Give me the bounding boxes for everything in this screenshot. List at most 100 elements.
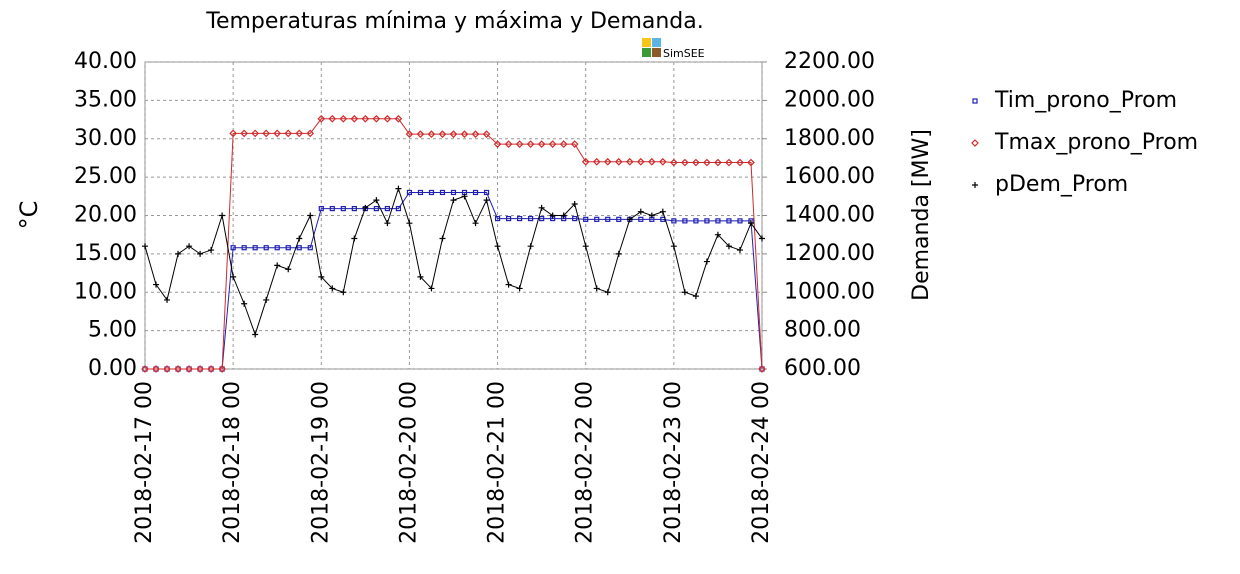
data-point xyxy=(218,365,226,373)
legend-marker xyxy=(972,98,978,104)
data-point xyxy=(647,157,656,166)
x-tick-label: 2018-02-20 00 xyxy=(396,381,421,544)
data-point xyxy=(428,285,435,292)
data-point xyxy=(704,218,710,224)
data-point xyxy=(671,218,677,224)
logo xyxy=(642,38,651,47)
data-point xyxy=(229,129,237,138)
data-point xyxy=(439,235,446,242)
data-point xyxy=(583,216,589,222)
data-point xyxy=(638,216,644,222)
data-point xyxy=(196,365,204,373)
y2-tick-label: 1200.00 xyxy=(784,241,875,266)
data-point xyxy=(747,220,754,227)
legend-label: pDem_Prom xyxy=(995,172,1128,197)
data-point xyxy=(427,130,436,138)
x-tick-label: 2018-02-23 00 xyxy=(661,381,686,544)
data-point xyxy=(681,158,689,167)
data-point xyxy=(516,285,523,292)
data-point xyxy=(658,157,667,166)
y2-tick-label: 1000.00 xyxy=(784,279,875,304)
y-tick-label: 20.00 xyxy=(74,203,137,228)
y-tick-label: 40.00 xyxy=(74,49,137,74)
data-point xyxy=(460,130,469,138)
data-point xyxy=(736,247,743,254)
data-point xyxy=(328,114,337,123)
data-point xyxy=(428,189,435,196)
data-point xyxy=(537,140,546,148)
data-point xyxy=(141,365,149,373)
data-point xyxy=(659,208,666,215)
y2-tick-label: 600.00 xyxy=(784,356,861,381)
data-point xyxy=(494,215,501,222)
data-point xyxy=(329,285,336,292)
data-point xyxy=(505,281,512,288)
data-point xyxy=(592,157,601,166)
data-point xyxy=(416,130,425,138)
data-point xyxy=(285,266,292,273)
data-point xyxy=(406,220,413,227)
data-point xyxy=(461,193,468,200)
data-point xyxy=(670,243,677,250)
x-tick-label: 2018-02-19 00 xyxy=(308,381,333,544)
data-point xyxy=(605,216,611,222)
data-point xyxy=(174,365,182,373)
data-point xyxy=(449,130,458,138)
data-point xyxy=(725,243,732,250)
data-point xyxy=(219,212,226,219)
y2-tick-label: 1800.00 xyxy=(784,126,875,151)
data-point xyxy=(373,197,380,204)
y2-tick-label: 1400.00 xyxy=(784,203,875,228)
data-point xyxy=(571,200,578,207)
y-tick-label: 15.00 xyxy=(74,241,137,266)
data-point xyxy=(528,215,534,222)
data-point xyxy=(230,273,237,280)
data-point xyxy=(636,157,645,166)
logo xyxy=(652,48,661,57)
data-point xyxy=(263,296,270,303)
data-point xyxy=(472,220,479,227)
data-point xyxy=(549,212,556,219)
watermark: SimSEE xyxy=(663,47,705,60)
data-point xyxy=(383,114,392,123)
data-point xyxy=(615,250,622,257)
data-point xyxy=(307,245,313,251)
data-point xyxy=(450,197,457,204)
data-point xyxy=(559,140,568,148)
data-point xyxy=(692,158,700,167)
data-point xyxy=(625,157,634,166)
data-point xyxy=(252,331,259,338)
data-point xyxy=(526,140,535,148)
legend-label: Tmax_prono_Prom xyxy=(994,130,1198,155)
data-point xyxy=(483,189,490,196)
data-point xyxy=(471,130,480,138)
data-point xyxy=(493,140,502,148)
data-point xyxy=(626,216,633,223)
data-point xyxy=(726,218,732,224)
y-tick-label: 30.00 xyxy=(74,126,137,151)
y2-tick-label: 800.00 xyxy=(784,318,861,343)
data-point xyxy=(340,289,347,296)
data-point xyxy=(251,129,260,138)
x-tick-label: 2018-02-24 00 xyxy=(749,381,774,544)
data-point xyxy=(208,247,215,254)
data-point xyxy=(703,158,711,167)
data-point xyxy=(329,205,335,212)
data-point xyxy=(417,189,424,196)
data-point xyxy=(714,231,721,238)
data-point xyxy=(186,243,193,250)
data-point xyxy=(603,157,612,166)
data-point xyxy=(604,289,611,296)
data-point xyxy=(351,235,358,242)
data-point xyxy=(438,130,447,138)
data-point xyxy=(262,129,271,138)
data-point xyxy=(395,205,402,212)
data-point xyxy=(372,114,381,123)
data-point xyxy=(296,245,302,251)
data-point xyxy=(582,243,589,250)
data-point xyxy=(351,205,357,212)
data-point xyxy=(572,215,578,222)
data-point xyxy=(504,140,513,148)
data-point xyxy=(241,300,248,307)
